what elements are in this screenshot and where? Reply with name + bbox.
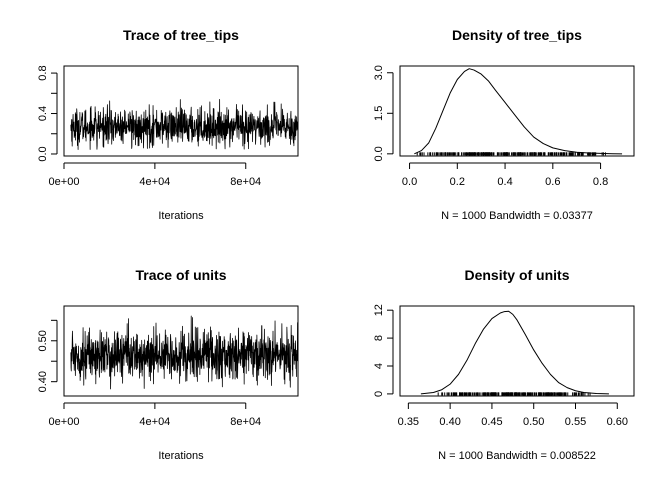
x-tick-label: 0e+00 [49,416,80,428]
series-line [70,315,299,390]
y-tick-label: 0.50 [37,330,49,351]
y-tick-label: 0.40 [37,371,49,392]
panel-title: Trace of units [135,267,226,283]
x-tick-label: 0.6 [545,176,560,188]
x-tick-label: 0.4 [497,176,512,188]
y-tick-label: 0.4 [37,106,49,121]
x-tick-label: 0.50 [523,416,544,428]
series-line [414,68,623,155]
y-tick-label: 4 [373,363,385,369]
y-tick-label: 3.0 [373,65,385,80]
panel-trace-tree-tips: Trace of tree_tips 0e+00 4e+04 8e+04 0.0 0.4 0… [37,27,299,222]
x-tick-label: 0.55 [565,416,586,428]
x-tick-label: 0e+00 [49,176,80,188]
x-tick-label: 0.40 [439,416,460,428]
x-tick-label: 0.35 [398,416,419,428]
x-tick-label: 4e+04 [139,176,170,188]
x-tick-label: 4e+04 [139,416,170,428]
series-line [420,310,609,395]
plot-frame [399,305,635,397]
series-line [70,98,299,150]
panel-title: Density of units [464,267,569,283]
panel-density-tree-tips: Density of tree_tips 0.0 0.2 0.4 0.6 0.8 0.0 1.… [373,27,635,222]
x-tick-label: 0.2 [450,176,465,188]
panel-title: Trace of tree_tips [123,27,239,43]
x-tick-label: 8e+04 [230,176,261,188]
y-tick-label: 12 [373,304,385,316]
plot-frame [63,65,299,157]
y-tick-label: 8 [373,335,385,341]
x-tick-label: 8e+04 [230,416,261,428]
plot-frame [399,65,635,157]
y-tick-label: 1.5 [373,106,385,121]
panel-trace-units: Trace of units 0e+00 4e+04 8e+04 0.40 0.50 Ite… [37,267,299,462]
x-axis-label: N = 1000 Bandwidth = 0.03377 [441,210,593,222]
x-axis-label: N = 1000 Bandwidth = 0.008522 [438,450,596,462]
plot-frame [63,305,299,397]
panel-title: Density of tree_tips [452,27,582,43]
x-axis-label: Iterations [158,210,204,222]
x-tick-label: 0.45 [481,416,502,428]
y-tick-label: 0.0 [373,146,385,161]
y-tick-label: 0.0 [37,146,49,161]
x-tick-label: 0.8 [593,176,608,188]
panel-density-units: Density of units 0.35 0.40 0.45 0.50 0.55 0.60… [373,267,635,462]
x-tick-label: 0.60 [607,416,628,428]
y-tick-label: 0.8 [37,65,49,80]
x-axis-label: Iterations [158,450,204,462]
x-tick-label: 0.0 [402,176,417,188]
y-tick-label: 0 [373,391,385,397]
